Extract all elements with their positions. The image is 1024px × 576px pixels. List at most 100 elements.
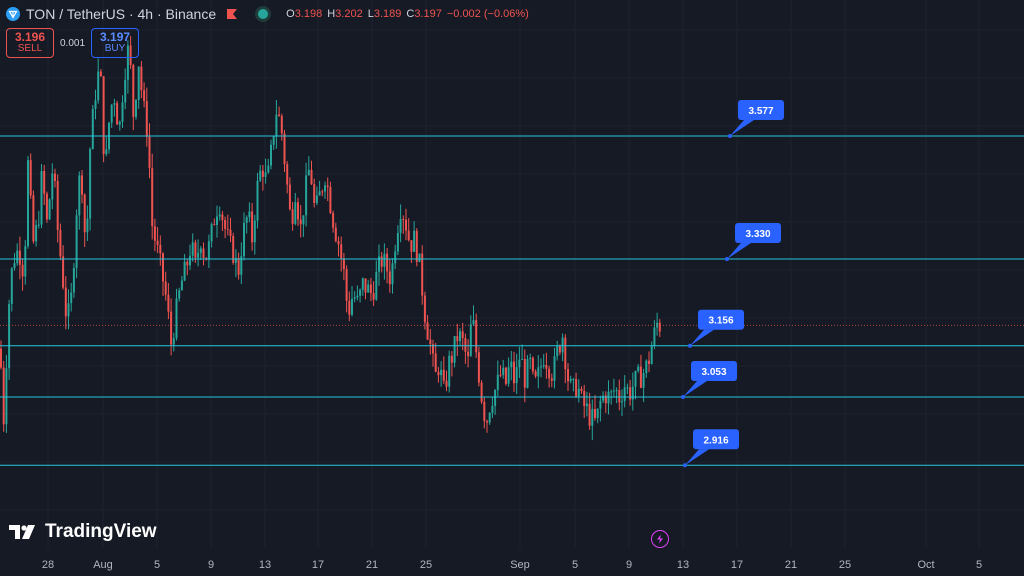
ohlc-close: C3.197 [406,8,442,20]
candle [572,377,575,392]
candle [432,339,434,367]
tradingview-wordmark: TradingView [45,521,157,542]
candle [264,158,267,184]
candle [440,361,443,387]
candle [45,191,48,223]
candle [556,340,559,361]
sell-button[interactable]: 3.196 SELL [6,28,54,58]
flag-icon[interactable] [226,8,238,20]
candle [164,271,167,301]
ohlc-open: O3.198 [286,8,323,20]
candle [396,225,399,256]
candle [626,383,629,395]
candle [8,299,11,380]
candle [588,392,591,430]
candle [170,298,173,356]
x-tick-label: 17 [312,559,324,571]
candle [172,332,175,352]
candle [569,375,572,384]
x-tick-label: Aug [93,559,113,571]
candle [54,168,56,188]
candle [237,252,240,280]
candle [486,419,488,433]
candle [612,378,615,398]
tradingview-logo[interactable]: TradingView [9,521,157,543]
candle [297,197,299,226]
candlestick-series [0,35,661,441]
time-axis[interactable]: 28 Aug 5 9 13 17 21 25 Sep 5 9 13 17 21 25 Oct 5 [42,559,982,571]
candle [369,277,372,302]
level-label[interactable]: 2.916 [683,429,739,468]
candle [513,351,515,392]
x-tick-label: 21 [366,559,378,571]
candle [245,215,248,234]
level-label[interactable]: 3.053 [681,361,737,400]
candle [218,206,221,221]
candle [240,242,243,285]
level-label-text: 2.916 [703,435,728,446]
candle [639,354,642,389]
candle [351,285,353,317]
level-label[interactable]: 3.156 [688,309,744,348]
candle [629,380,632,406]
candle [553,347,556,389]
candle [0,340,2,370]
level-label[interactable]: 3.577 [728,100,784,139]
candle [372,281,375,306]
candle [89,147,92,231]
ohlc-low: L3.189 [367,8,402,20]
candle [197,239,200,267]
candle [418,253,421,263]
x-tick-label: 13 [259,559,271,571]
candle [199,246,202,261]
candle [523,349,526,403]
candle [450,351,453,377]
x-tick-label: 25 [839,559,851,571]
candle [291,201,294,231]
candle [175,288,178,341]
candle [108,121,110,154]
buy-button[interactable]: 3.197 BUY [91,28,140,58]
candle [426,315,429,340]
candle [415,228,418,267]
candle [2,361,5,432]
candle [599,395,602,422]
candle [43,165,46,206]
horizontal-levels[interactable]: 3.577 3.330 3.156 3.053 2.916 [0,100,1024,468]
market-status-icon[interactable] [258,9,269,19]
candle [591,399,594,441]
symbol-title[interactable]: TON / TetherUS · 4h · Binance [26,6,217,22]
candle [631,372,634,411]
lightning-icon[interactable] [651,530,669,548]
candle [650,341,653,365]
candle [648,351,650,373]
candle [423,291,426,330]
candle [224,216,227,239]
candle [18,236,21,280]
candle [324,181,326,199]
candle [56,174,59,243]
candle [186,259,189,276]
level-label[interactable]: 3.330 [725,223,781,262]
candle [545,352,548,379]
candle [472,305,475,326]
candle [402,215,405,234]
candle [448,350,451,393]
candle [275,100,278,149]
candle [442,356,445,385]
candle [27,155,29,249]
chart-legend: TON / TetherUS · 4h · Binance O3.198 H3.… [6,4,529,24]
candle [37,210,40,229]
candle [380,251,383,273]
candle [456,323,459,356]
ton-logo-icon [6,7,20,21]
trade-panel: 3.196 SELL 0.001 3.197 BUY [6,28,140,58]
candle [232,232,235,265]
candle [315,186,318,206]
candle [642,368,645,403]
candle [634,370,637,400]
candle [361,277,364,296]
candle [283,129,286,172]
level-label-text: 3.577 [748,106,773,117]
